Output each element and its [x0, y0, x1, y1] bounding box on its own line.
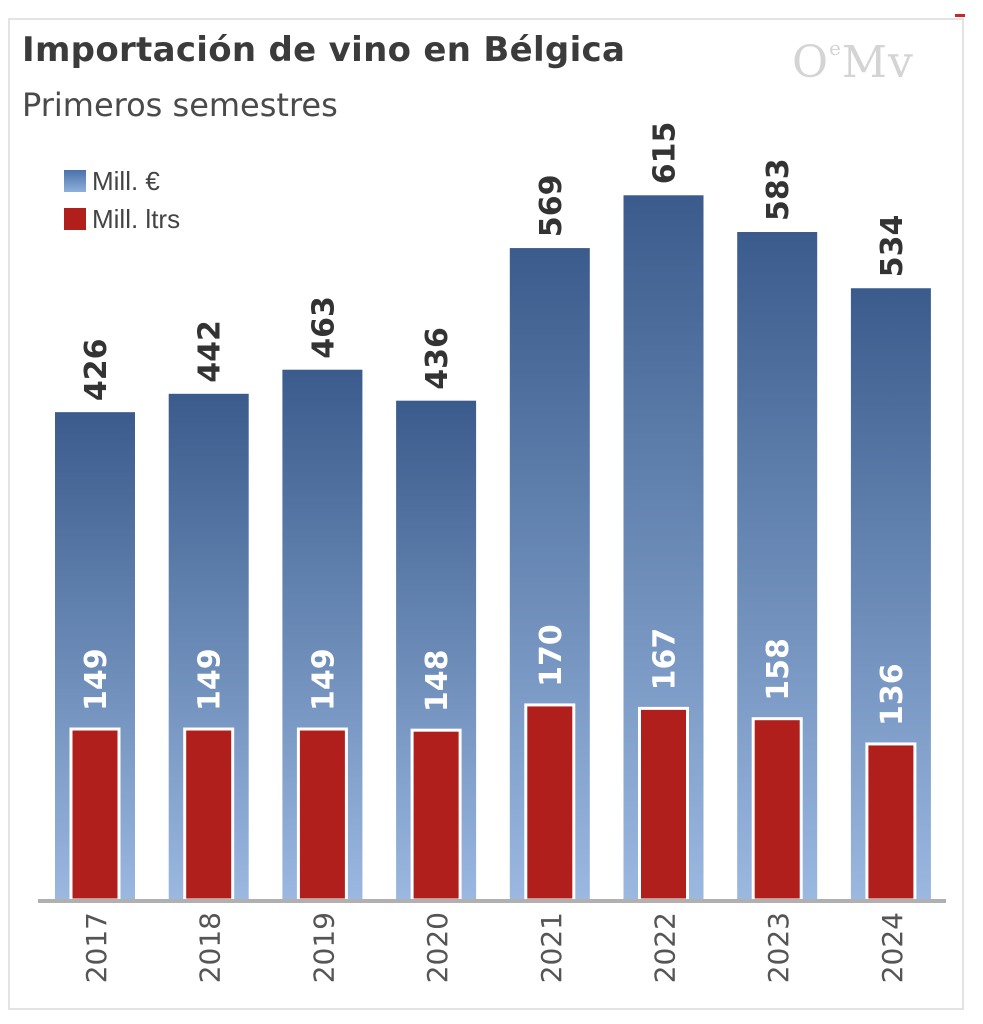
legend-item-eur: Mill. €	[64, 162, 180, 200]
tick-label-2018: 2018	[194, 912, 227, 983]
label-ltr-2021: 170	[534, 624, 569, 687]
legend-swatch-ltr	[64, 208, 86, 230]
label-eur-2023: 583	[761, 158, 796, 221]
chart-legend: Mill. € Mill. ltrs	[64, 162, 180, 238]
tick-label-2019: 2019	[307, 912, 340, 983]
corner-accent	[955, 14, 965, 17]
legend-label-ltr: Mill. ltrs	[92, 203, 181, 234]
bar-ltr-2023	[751, 717, 803, 902]
label-ltr-2022: 167	[648, 628, 683, 691]
legend-item-ltr: Mill. ltrs	[64, 200, 180, 238]
label-eur-2018: 442	[193, 320, 228, 383]
label-eur-2017: 426	[79, 339, 114, 402]
chart-subtitle: Primeros semestres	[22, 86, 338, 124]
bar-ltr-2017	[69, 727, 121, 902]
label-ltr-2020: 148	[420, 650, 455, 713]
label-ltr-2023: 158	[761, 638, 796, 701]
bar-ltr-2019	[296, 727, 348, 902]
bar-ltr-2020	[410, 728, 462, 902]
series-eur	[53, 193, 933, 902]
chart-title: Importación de vino en Bélgica	[22, 30, 626, 70]
legend-label-eur: Mill. €	[92, 165, 160, 196]
bar-ltr-2018	[183, 727, 235, 902]
label-eur-2020: 436	[420, 327, 455, 390]
legend-swatch-eur	[64, 170, 86, 192]
tick-label-2020: 2020	[421, 912, 454, 983]
logo-sup: e	[829, 36, 842, 60]
oemv-logo: OeMv	[792, 36, 914, 88]
tick-label-2024: 2024	[876, 912, 909, 983]
label-ltr-2024: 136	[875, 663, 910, 726]
bar-ltr-2021	[524, 703, 576, 902]
series-ltr	[69, 703, 917, 902]
tick-label-2022: 2022	[649, 912, 682, 983]
logo-tail: Mv	[841, 37, 914, 88]
label-ltr-2019: 149	[306, 648, 341, 711]
label-eur-2019: 463	[306, 296, 341, 359]
label-ltr-2017: 149	[79, 648, 114, 711]
bar-ltr-2022	[638, 706, 689, 902]
label-eur-2022: 615	[648, 122, 683, 185]
x-tick-labels: 2017 2018 2019 2020 2021 2022 2023 2024	[80, 912, 909, 983]
label-eur-2021: 569	[534, 174, 569, 237]
tick-label-2021: 2021	[535, 912, 568, 983]
bar-ltr-2024	[865, 742, 917, 902]
logo-main: O	[792, 37, 830, 88]
label-ltr-2018: 149	[193, 648, 228, 711]
label-eur-2024: 534	[875, 215, 910, 278]
tick-label-2017: 2017	[80, 912, 113, 983]
tick-label-2023: 2023	[762, 912, 795, 983]
data-labels: 426 149 442 149 463 149 436 148 569 170 615 167 583 1…	[79, 122, 910, 726]
